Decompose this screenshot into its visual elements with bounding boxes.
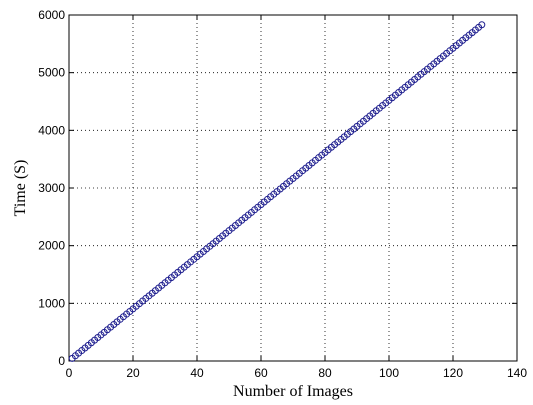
y-tick-label: 3000: [38, 181, 65, 195]
x-axis-label: Number of Images: [233, 383, 353, 400]
x-tick-label: 60: [254, 366, 268, 380]
x-tick-label: 100: [379, 366, 399, 380]
y-axis-label: Time (S): [12, 160, 29, 217]
x-tick-label: 80: [318, 366, 332, 380]
axes-box: [68, 14, 518, 362]
y-tick-label: 1000: [38, 296, 65, 310]
y-tick-label: 0: [58, 354, 65, 368]
x-tick-label: 20: [126, 366, 140, 380]
y-tick-label: 5000: [38, 66, 65, 80]
x-tick-label: 120: [443, 366, 463, 380]
y-tick-label: 2000: [38, 239, 65, 253]
y-tick-label: 6000: [38, 8, 65, 22]
x-tick-label: 140: [507, 366, 527, 380]
y-tick-label: 4000: [38, 123, 65, 137]
point: [478, 21, 486, 29]
x-tick-label: 40: [190, 366, 204, 380]
x-tick-label: 0: [66, 366, 73, 380]
